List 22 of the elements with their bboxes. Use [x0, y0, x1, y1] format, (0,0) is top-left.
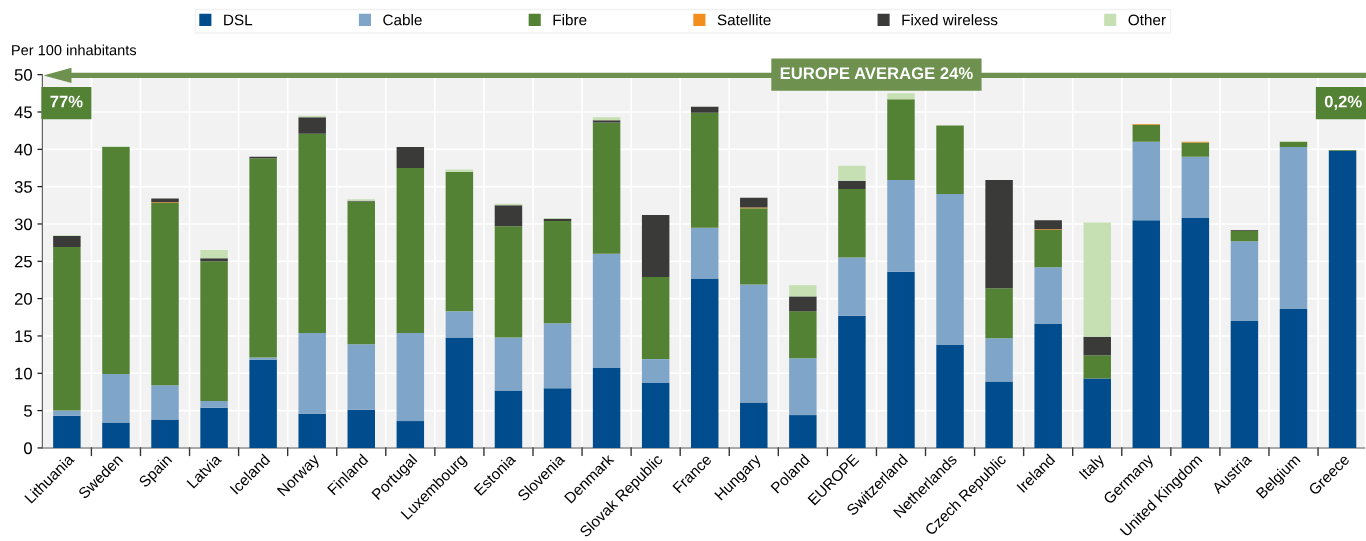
legend-label: DSL [224, 14, 253, 26]
y-tick-label: 50 [14, 69, 32, 81]
y-tick-label: 10 [15, 367, 32, 380]
annotation: 77% [50, 95, 83, 108]
y-tick-label: 30 [14, 218, 32, 231]
legend-label: Cable [383, 14, 422, 26]
legend-label: Other [1128, 14, 1166, 26]
y-tick-label: 20 [14, 293, 32, 305]
y-axis-title: Per 100 inhabitants [12, 44, 137, 56]
y-tick-label: 35 [14, 181, 32, 193]
legend-label: Fixed wireless [902, 14, 998, 26]
y-tick-label: 15 [15, 330, 32, 343]
annotation: EUROPE AVERAGE 24% [780, 67, 973, 80]
y-tick-label: 0 [24, 442, 32, 455]
y-tick-label: 45 [14, 106, 32, 119]
y-tick-label: 25 [14, 255, 32, 268]
x-tick-label: Italy [1078, 452, 1108, 482]
y-tick-label: 5 [24, 405, 32, 417]
legend-label: Fibre [553, 14, 587, 26]
y-tick-label: 40 [14, 143, 32, 156]
legend-label: Satellite [717, 14, 771, 26]
annotation: 0,2% [1324, 95, 1362, 110]
